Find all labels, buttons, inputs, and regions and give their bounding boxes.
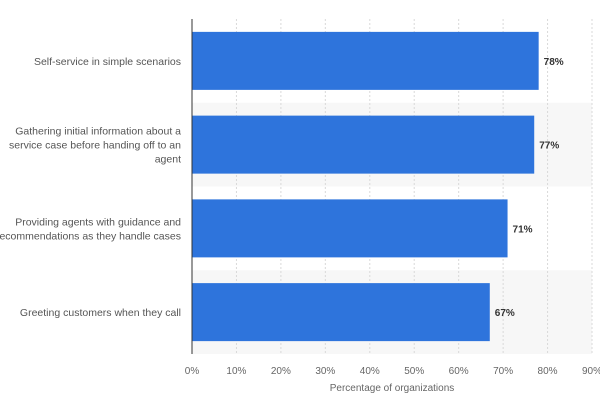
x-tick-label: 70% xyxy=(493,366,513,377)
x-tick-label: 0% xyxy=(185,366,200,377)
x-tick-label: 80% xyxy=(538,366,558,377)
bar xyxy=(192,31,539,90)
category-label-line: service case before handing off to an xyxy=(9,140,181,152)
category-label-line: Providing agents with guidance and xyxy=(15,216,181,228)
category-label: Self-service in simple scenarios xyxy=(34,56,181,68)
x-tick-label: 90% xyxy=(582,366,600,377)
bar xyxy=(192,199,508,258)
x-tick-label: 30% xyxy=(315,366,335,377)
x-tick-label: 10% xyxy=(226,366,246,377)
x-tick-label: 60% xyxy=(449,366,469,377)
category-label: Providing agents with guidance and recomm… xyxy=(0,216,181,242)
x-tick-labels: 0% 10% 20% 30% 40% 50% 60% 70% 80% 90% xyxy=(185,366,600,377)
x-axis-title: Percentage of organizations xyxy=(330,383,455,394)
x-tick-label: 50% xyxy=(404,366,424,377)
category-label-line: recommendations as they handle cases xyxy=(0,230,181,242)
bars xyxy=(192,31,539,342)
category-label: Greeting customers when they call xyxy=(20,307,181,319)
x-tick-label: 20% xyxy=(271,366,291,377)
category-label-line: Gathering initial information about a xyxy=(15,126,181,138)
data-label: 67% xyxy=(495,308,515,319)
category-label: Gathering initial information about a ser… xyxy=(9,126,181,166)
category-label-line: Self-service in simple scenarios xyxy=(34,56,181,68)
data-label: 77% xyxy=(539,141,559,152)
data-label: 78% xyxy=(544,57,564,68)
bar xyxy=(192,115,535,174)
bar xyxy=(192,283,490,342)
x-tick-label: 40% xyxy=(360,366,380,377)
category-label-line: Greeting customers when they call xyxy=(20,307,181,319)
data-labels: 78% 77% 71% 67% xyxy=(495,57,564,319)
category-label-line: agent xyxy=(155,154,181,166)
data-label: 71% xyxy=(513,224,533,235)
category-labels: Self-service in simple scenarios Gatherin… xyxy=(0,56,181,319)
